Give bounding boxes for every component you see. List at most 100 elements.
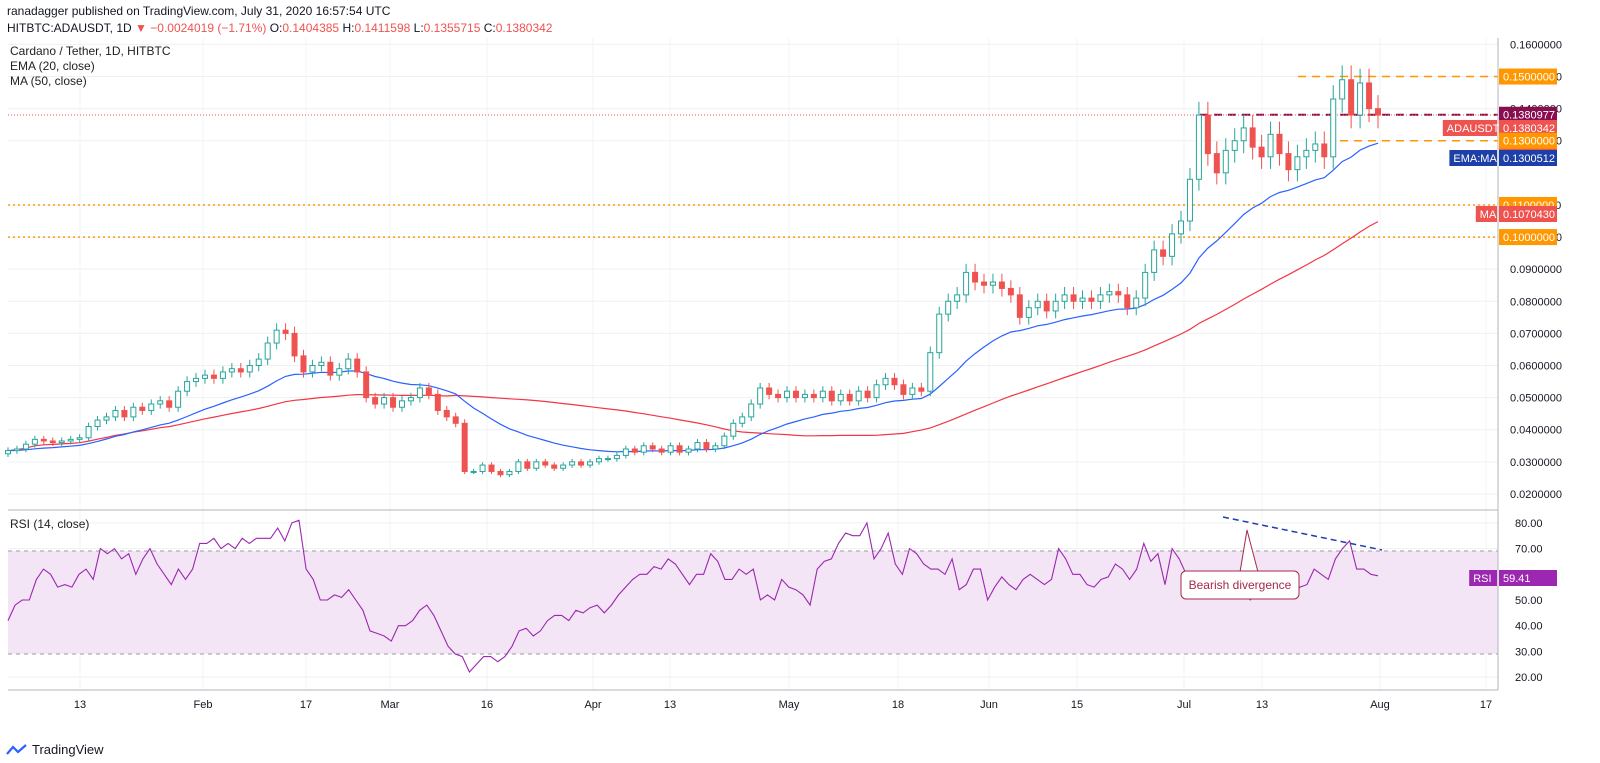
candle-body (443, 409, 450, 418)
candle-body (407, 397, 414, 402)
candle-body (148, 403, 155, 411)
candle-body (372, 397, 379, 405)
candle-body (819, 390, 826, 399)
candle-body (1222, 149, 1229, 174)
candle-body (497, 470, 504, 476)
candle-body (721, 435, 728, 447)
candle-body (864, 390, 871, 399)
candle-body (1079, 297, 1086, 302)
price-tick-label: 0.0900000 (1510, 264, 1562, 276)
candle-body (327, 361, 334, 376)
candle-body (613, 454, 620, 460)
change-text: −0.0024019 (−1.71%) (150, 21, 267, 35)
price-tick-label: 0.0400000 (1510, 425, 1562, 437)
symbol-name-tag-text: ADAUSDT (1447, 123, 1500, 135)
candle-body (676, 445, 683, 453)
candle-body (1115, 291, 1122, 296)
candle-body (345, 358, 352, 370)
price-tick-label: 0.0500000 (1510, 393, 1562, 405)
level-tag-138-text: 0.1380977 (1503, 110, 1555, 122)
candle-body (273, 329, 280, 344)
candle-body (282, 329, 289, 334)
candle-body (1267, 133, 1274, 158)
candle-body (291, 332, 298, 357)
tradingview-icon (6, 743, 27, 755)
low-label: L: (413, 21, 424, 35)
divergence-annotation: Bearish divergence (1180, 529, 1300, 600)
candle-body (76, 437, 83, 440)
candle-body (479, 464, 486, 472)
candle-body (112, 409, 119, 418)
candle-body (49, 440, 56, 444)
candle-body (264, 342, 271, 360)
price-tick-label: 0.0300000 (1510, 457, 1562, 469)
candle-body (578, 461, 585, 466)
tradingview-logo[interactable]: TradingView (6, 742, 104, 757)
publisher-text: ranadagger published on TradingView.com,… (7, 4, 391, 18)
candle-body (31, 438, 38, 445)
candle-body (1070, 294, 1077, 302)
candle-body (488, 464, 495, 472)
candle-body (22, 443, 29, 450)
candle-body (246, 365, 253, 373)
rsi-band (8, 551, 1498, 654)
candle-body (1366, 82, 1373, 110)
candle-body (336, 368, 343, 376)
candle-body (712, 445, 719, 450)
candle-body (425, 387, 432, 395)
candle-body (551, 464, 558, 469)
candle-body (784, 390, 791, 399)
level-tag-150-text: 0.1500000 (1503, 72, 1555, 84)
ma-tag-text: 0.1070430 (1503, 209, 1555, 221)
price-tick-label: 0.0600000 (1510, 361, 1562, 373)
candle-body (5, 450, 11, 455)
level-tag-138-bg (1499, 106, 1557, 123)
time-tick-label: 15 (1071, 699, 1083, 711)
candle-body (416, 387, 423, 399)
time-tick-label: 13 (664, 699, 676, 711)
time-tick-label: 16 (481, 699, 493, 711)
candle-body (694, 442, 701, 450)
candle-body (560, 464, 567, 469)
candles (5, 65, 1381, 478)
candle-body (1357, 82, 1364, 116)
candle-body (300, 355, 307, 373)
candle-body (390, 397, 397, 408)
candle-body (228, 368, 235, 373)
candle-body (748, 403, 755, 418)
chart-canvas[interactable]: 0.16000000.15000000.14000000.13000000.11… (0, 0, 1600, 740)
rsi-tick-label: 70.00 (1515, 544, 1543, 556)
candle-body (1276, 133, 1283, 155)
time-tick-label: Mar (381, 699, 400, 711)
time-tick-label: Apr (584, 699, 601, 711)
candle-body (542, 461, 549, 466)
candle-body (121, 409, 128, 418)
price-tick-label: 0.0700000 (1510, 328, 1562, 340)
candle-body (461, 422, 468, 472)
candle-body (533, 461, 540, 469)
candle-body (1169, 233, 1176, 257)
time-tick-label: 13 (1256, 699, 1268, 711)
bearish-divergence-line (1222, 516, 1383, 551)
candle-body (354, 358, 361, 373)
time-axis: 13 Feb 17 Mar 16 Apr 13 May 18 Jun 15 Jul 13 Aug 17 (74, 699, 1492, 711)
candle-body (1321, 143, 1328, 158)
down-arrow-icon: ▼ (135, 21, 147, 35)
ema-tag-bg (1499, 150, 1557, 166)
candle-body (927, 352, 934, 392)
time-tick-label: Aug (1370, 699, 1390, 711)
candle-body (1204, 114, 1211, 155)
rsi-line (7, 519, 1379, 673)
level-tag-100-bg (1499, 229, 1557, 246)
candle-body (945, 300, 952, 315)
level-tag-130-bg (1499, 132, 1557, 149)
candle-body (139, 406, 146, 411)
candle-body (766, 387, 773, 395)
ema-20-line (7, 142, 1379, 453)
annotation-box (1180, 570, 1300, 600)
rsi-tick-label: 80.00 (1515, 518, 1543, 530)
level-tag-150-bg (1499, 68, 1557, 85)
candle-body (685, 448, 692, 453)
price-tick-label: 0.0800000 (1510, 296, 1562, 308)
last-price-tag-text: 0.1380342 (1503, 123, 1555, 135)
